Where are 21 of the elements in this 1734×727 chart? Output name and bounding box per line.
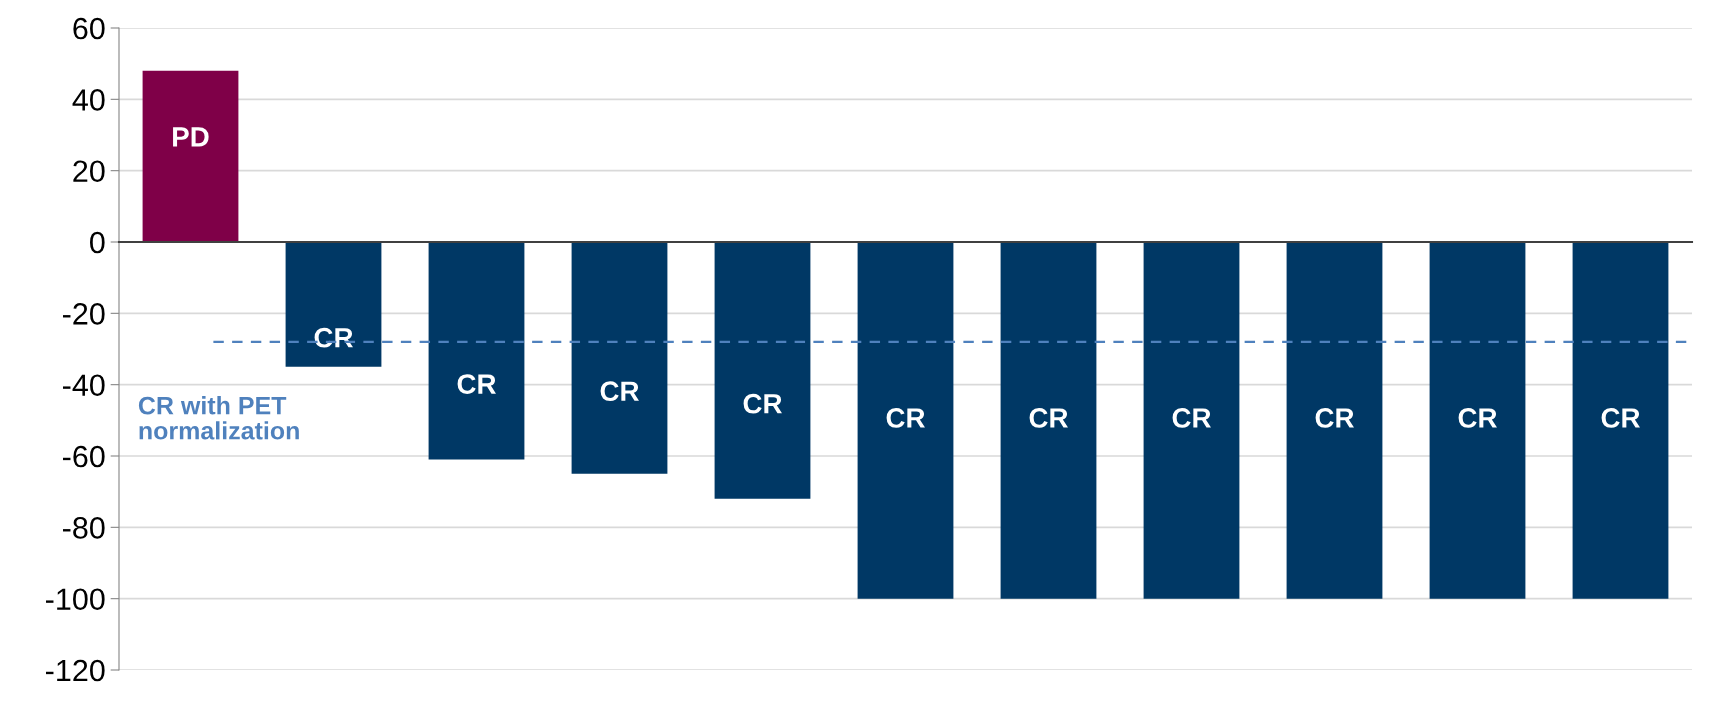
data-label: CR — [600, 381, 639, 402]
data-label: CR — [1458, 408, 1497, 428]
y-tick-label: 20 — [73, 160, 105, 183]
y-tick-label: -40 — [63, 374, 105, 397]
y-tick-label: -100 — [46, 588, 105, 611]
y-tick-label: 60 — [73, 17, 105, 40]
y-tick-label: -80 — [63, 517, 105, 539]
y-tick-label: -120 — [46, 659, 105, 682]
ref-line-label: CR with PET normalization — [138, 396, 299, 440]
data-label: CR — [1029, 408, 1068, 428]
data-label: CR — [1601, 408, 1640, 428]
data-label: CR — [886, 408, 925, 428]
data-label: CR — [1172, 408, 1211, 428]
data-label: CR — [743, 393, 782, 414]
data-label: CR — [1315, 408, 1354, 428]
data-label: CR — [457, 374, 496, 394]
y-tick-label: 40 — [72, 89, 105, 111]
y-tick-label: -20 — [63, 303, 105, 325]
y-tick-label: 0 — [90, 231, 105, 254]
y-tick-label: -60 — [63, 445, 105, 468]
data-label: PD — [173, 127, 209, 147]
